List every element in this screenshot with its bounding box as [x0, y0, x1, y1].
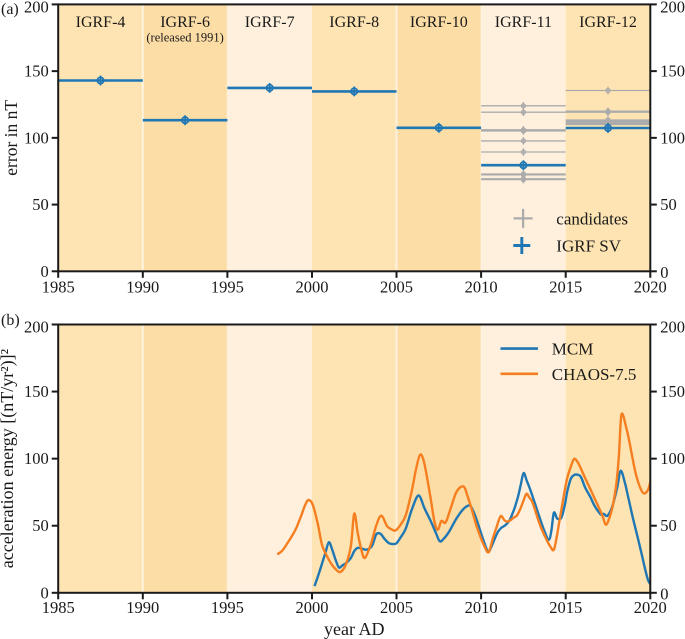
- svg-text:2020: 2020: [634, 278, 667, 297]
- svg-text:1995: 1995: [211, 278, 244, 297]
- svg-text:200: 200: [24, 0, 49, 17]
- svg-text:150: 150: [24, 62, 49, 81]
- svg-text:150: 150: [660, 62, 685, 81]
- svg-text:IGRF SV: IGRF SV: [556, 237, 621, 256]
- svg-text:(released 1991): (released 1991): [146, 31, 223, 45]
- svg-text:200: 200: [24, 318, 49, 337]
- svg-text:error in nT: error in nT: [1, 100, 21, 176]
- svg-text:50: 50: [660, 516, 677, 535]
- svg-text:0: 0: [660, 263, 668, 282]
- svg-text:2005: 2005: [380, 278, 413, 297]
- svg-text:IGRF-4: IGRF-4: [76, 14, 126, 31]
- svg-text:2005: 2005: [380, 598, 413, 617]
- svg-text:100: 100: [24, 449, 49, 468]
- svg-text:200: 200: [660, 0, 685, 17]
- svg-text:2015: 2015: [549, 598, 582, 617]
- svg-text:0: 0: [660, 585, 668, 604]
- svg-text:2015: 2015: [549, 278, 582, 297]
- svg-text:IGRF-8: IGRF-8: [329, 14, 379, 31]
- svg-text:1995: 1995: [211, 598, 244, 617]
- svg-text:1985: 1985: [42, 278, 75, 297]
- svg-text:(b): (b): [1, 312, 20, 329]
- svg-text:IGRF-11: IGRF-11: [495, 14, 552, 31]
- svg-text:IGRF-6: IGRF-6: [160, 14, 210, 31]
- svg-text:CHAOS-7.5: CHAOS-7.5: [552, 365, 637, 384]
- svg-text:2020: 2020: [634, 598, 667, 617]
- svg-text:acceleration energy [(nT/yr²)]: acceleration energy [(nT/yr²)]²: [0, 349, 18, 568]
- svg-text:100: 100: [24, 128, 49, 147]
- svg-text:2000: 2000: [296, 598, 329, 617]
- svg-text:IGRF-7: IGRF-7: [245, 14, 295, 31]
- svg-text:150: 150: [24, 382, 49, 401]
- svg-text:2010: 2010: [465, 278, 498, 297]
- svg-text:150: 150: [660, 382, 685, 401]
- svg-text:50: 50: [32, 516, 49, 535]
- svg-text:candidates: candidates: [556, 209, 628, 228]
- svg-text:1990: 1990: [126, 278, 159, 297]
- svg-text:50: 50: [660, 195, 677, 214]
- svg-text:200: 200: [660, 318, 685, 337]
- svg-text:(a): (a): [1, 1, 19, 18]
- svg-text:100: 100: [660, 128, 685, 147]
- svg-text:2010: 2010: [465, 598, 498, 617]
- svg-text:IGRF-10: IGRF-10: [410, 14, 468, 31]
- svg-text:1990: 1990: [126, 598, 159, 617]
- svg-text:IGRF-12: IGRF-12: [579, 14, 637, 31]
- svg-text:1985: 1985: [42, 598, 75, 617]
- svg-text:100: 100: [660, 449, 685, 468]
- svg-text:2000: 2000: [296, 278, 329, 297]
- svg-text:0: 0: [40, 262, 48, 281]
- svg-text:MCM: MCM: [552, 340, 594, 359]
- svg-text:50: 50: [32, 195, 49, 214]
- svg-text:0: 0: [40, 583, 48, 602]
- svg-text:year AD: year AD: [324, 619, 384, 639]
